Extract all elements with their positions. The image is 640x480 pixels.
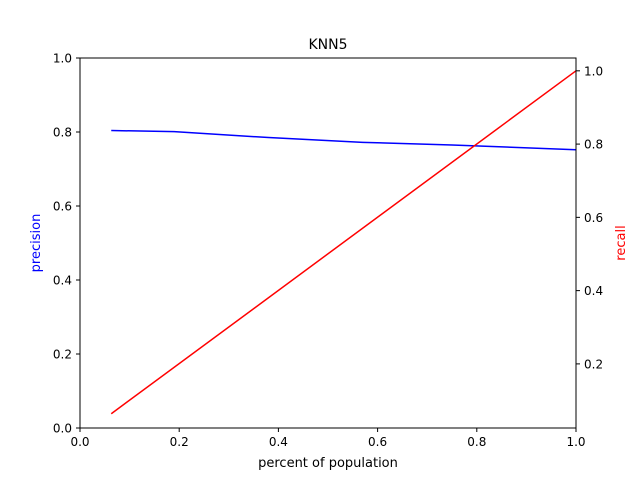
y-left-tick-label: 1.0 bbox=[53, 52, 72, 66]
y-axis-right: 0.2 0.4 0.6 0.8 1.0 bbox=[576, 64, 603, 371]
plot-frame bbox=[79, 57, 577, 429]
y-left-tick-label: 0.6 bbox=[53, 200, 72, 214]
y-right-tick-label: 0.4 bbox=[584, 284, 603, 298]
y-left-tick-label: 0.8 bbox=[53, 126, 72, 140]
x-tick-label: 0.8 bbox=[467, 435, 486, 449]
x-tick-label: 0.6 bbox=[368, 435, 387, 449]
y-right-tick-label: 0.8 bbox=[584, 138, 603, 152]
x-tick-label: 1.0 bbox=[566, 435, 585, 449]
y-right-tick-label: 0.2 bbox=[584, 357, 603, 371]
y-right-tick-label: 0.6 bbox=[584, 211, 603, 225]
y-axis-left-label: precision bbox=[29, 214, 44, 273]
y-left-tick-label: 0.2 bbox=[53, 348, 72, 362]
y-left-tick-label: 0.4 bbox=[53, 274, 72, 288]
x-axis-label: percent of population bbox=[258, 456, 398, 471]
y-left-tick-label: 0.0 bbox=[53, 422, 72, 436]
x-tick-label: 0.0 bbox=[70, 435, 89, 449]
series-layer bbox=[110, 70, 577, 415]
x-axis: 0.0 0.2 0.4 0.6 0.8 1.0 bbox=[70, 428, 586, 449]
y-axis-right-label: recall bbox=[614, 225, 629, 260]
y-right-tick-label: 1.0 bbox=[584, 64, 603, 78]
series-line-recall bbox=[110, 70, 577, 415]
series-line-precision bbox=[111, 129, 577, 151]
y-axis-left: 0.0 0.2 0.4 0.6 0.8 1.0 bbox=[53, 52, 80, 436]
x-tick-label: 0.4 bbox=[269, 435, 288, 449]
chart-title: KNN5 bbox=[308, 37, 347, 53]
x-tick-label: 0.2 bbox=[170, 435, 189, 449]
